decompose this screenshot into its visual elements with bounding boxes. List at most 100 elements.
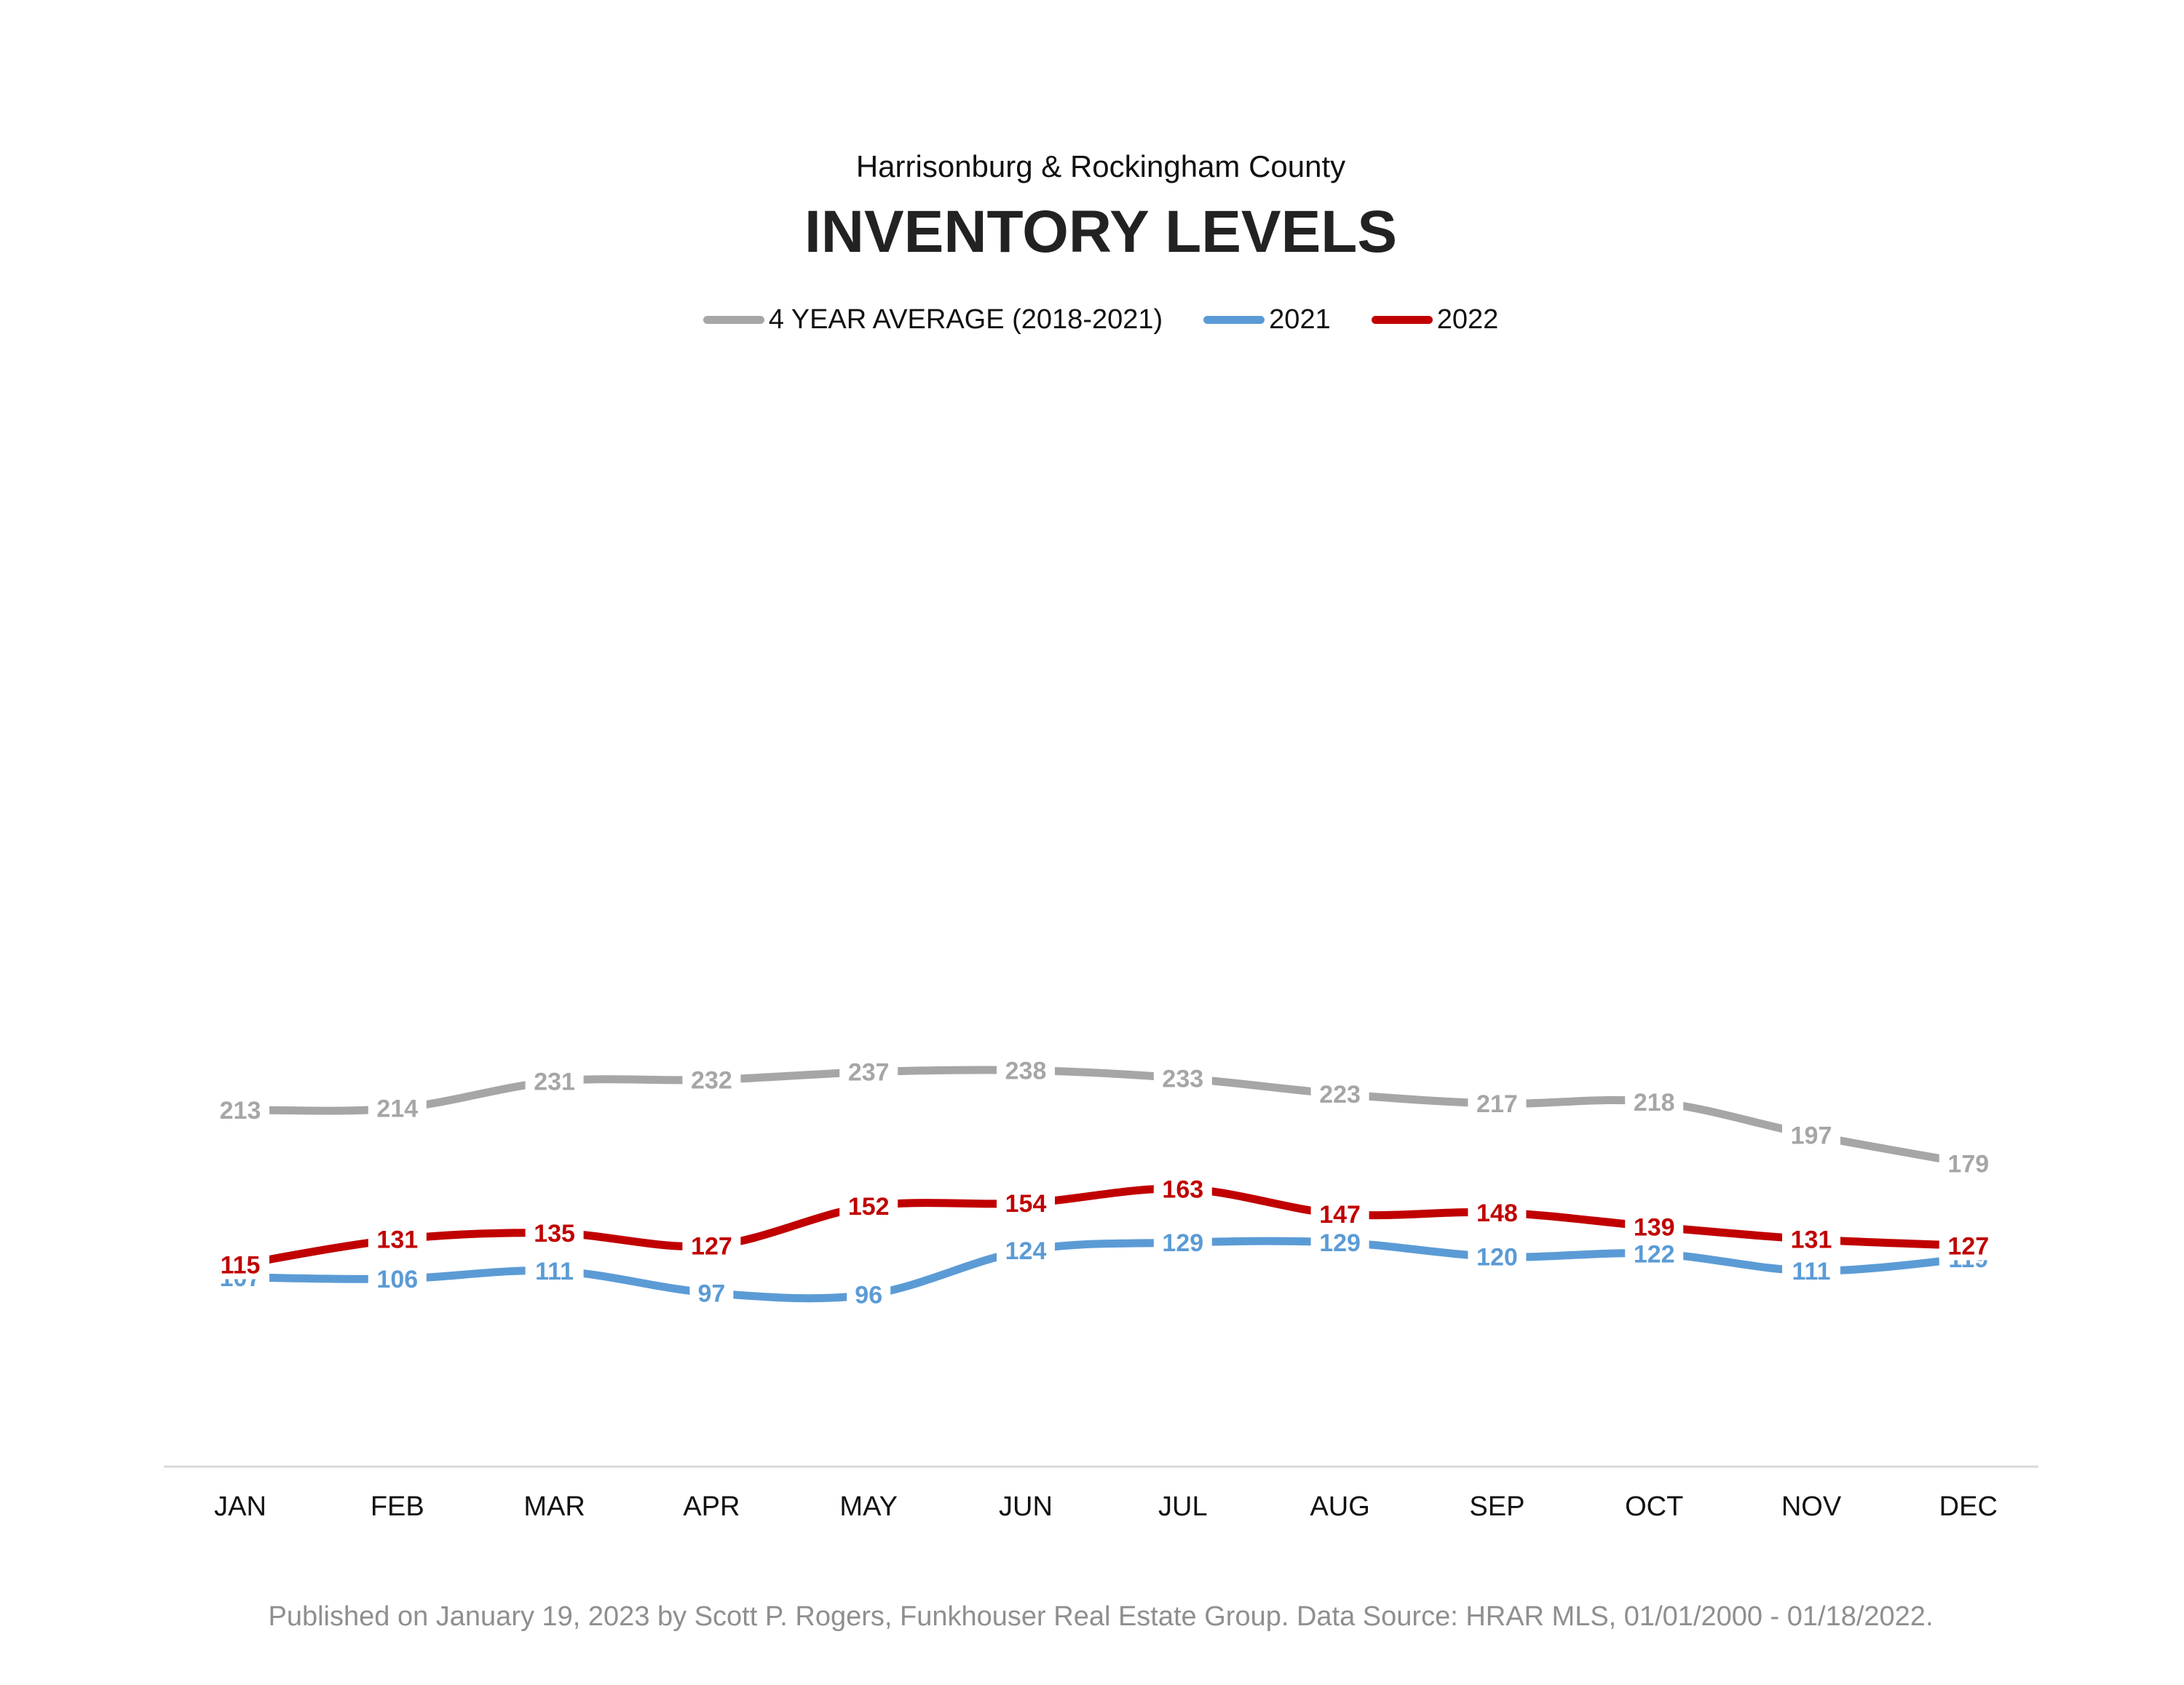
data-label: 238 (1005, 1058, 1047, 1085)
data-label: 154 (1005, 1190, 1047, 1218)
x-tick-label: SEP (1469, 1491, 1524, 1522)
data-label-bg (1153, 1228, 1212, 1258)
data-label: 96 (855, 1282, 882, 1309)
data-label: 233 (1162, 1065, 1203, 1093)
x-tick-label: NOV (1781, 1491, 1842, 1522)
data-label: 111 (535, 1258, 574, 1285)
data-label: 152 (848, 1193, 890, 1221)
data-label-bg (525, 1256, 584, 1286)
data-label-bg (689, 1278, 734, 1308)
data-label: 124 (1005, 1237, 1047, 1265)
data-label: 213 (220, 1097, 261, 1125)
data-label-bg (682, 1065, 741, 1095)
legend-item-4yr-average: 4 YEAR AVERAGE (2018-2021) (703, 304, 1163, 336)
data-label-bg (1310, 1200, 1369, 1229)
legend-item-2022: 2022 (1371, 304, 1499, 336)
legend-item-2021: 2021 (1203, 304, 1331, 336)
series-2021 (236, 1237, 1973, 1303)
x-tick-label: AUG (1310, 1491, 1369, 1522)
data-label-bg (1310, 1079, 1369, 1109)
data-label-bg (997, 1235, 1055, 1265)
data-label-bg (1939, 1149, 1998, 1178)
data-label: 148 (1476, 1200, 1518, 1227)
data-label: 129 (1162, 1229, 1203, 1257)
x-tick-label: FEB (371, 1491, 424, 1522)
x-tick-label: OCT (1625, 1491, 1683, 1522)
series-line (236, 1184, 1973, 1269)
data-label-bg (997, 1188, 1055, 1218)
data-label-bg (1468, 1089, 1527, 1119)
data-label: 232 (691, 1067, 732, 1095)
data-label-bg (997, 1055, 1055, 1085)
data-label: 106 (376, 1266, 418, 1293)
data-label-bg (1625, 1087, 1684, 1117)
data-label: 231 (534, 1069, 575, 1096)
data-label-bg (368, 1093, 427, 1123)
data-label: 147 (1319, 1201, 1361, 1229)
data-label-bg (1625, 1212, 1684, 1242)
data-label: 179 (1947, 1151, 1989, 1178)
data-label-bg (1939, 1231, 1998, 1261)
footer-note: Published on January 19, 2023 by Scott P… (268, 1601, 1934, 1632)
x-tick-label: DEC (1939, 1491, 1998, 1522)
data-label: 223 (1319, 1081, 1361, 1109)
series-2022 (236, 1184, 1973, 1269)
legend-swatch-2021 (1203, 316, 1265, 324)
chart-title: INVENTORY LEVELS (804, 199, 1398, 265)
x-tick-label: APR (683, 1491, 740, 1522)
data-label-bg (1468, 1242, 1527, 1272)
data-label: 127 (1947, 1232, 1989, 1260)
series-line (236, 1237, 1973, 1303)
data-label-bg (368, 1264, 427, 1293)
data-label-bg (525, 1066, 584, 1096)
data-label: 135 (534, 1220, 575, 1248)
data-label-bg (1153, 1174, 1212, 1204)
data-label-bg (1782, 1256, 1840, 1286)
data-label-bg (682, 1231, 741, 1261)
data-label: 218 (1634, 1089, 1675, 1117)
legend-label-2022: 2022 (1436, 304, 1499, 335)
data-label: 139 (1634, 1213, 1675, 1241)
legend-swatch-2022 (1371, 316, 1433, 324)
data-label-bg (1468, 1197, 1527, 1227)
data-label: 163 (1162, 1175, 1203, 1203)
data-label-bg (211, 1250, 269, 1280)
data-label-bg (1782, 1224, 1840, 1254)
legend-label-4yr-average: 4 YEAR AVERAGE (2018-2021) (768, 304, 1163, 335)
data-label: 214 (376, 1095, 418, 1123)
data-label: 120 (1476, 1244, 1518, 1272)
data-label: 97 (697, 1280, 725, 1308)
data-label-bg (368, 1224, 427, 1254)
data-label: 131 (376, 1226, 418, 1254)
series-4yr-average (236, 1066, 1973, 1168)
x-tick-label: MAY (839, 1491, 898, 1522)
data-label-bg (211, 1095, 269, 1125)
legend-swatch-4yr-average (703, 316, 764, 324)
data-label-bg (1310, 1228, 1369, 1258)
data-label-bg (839, 1192, 898, 1221)
data-label: 129 (1319, 1229, 1361, 1257)
data-label-bg (525, 1218, 584, 1248)
x-tick-label: JUN (999, 1491, 1053, 1522)
data-label-bg (1782, 1120, 1840, 1150)
data-label-bg (1153, 1063, 1212, 1093)
legend: 4 YEAR AVERAGE (2018-2021) 2021 2022 (0, 304, 2184, 336)
data-label: 131 (1791, 1226, 1832, 1254)
data-label: 197 (1791, 1122, 1832, 1150)
x-tick-label: MAR (523, 1491, 585, 1522)
data-label: 127 (691, 1232, 732, 1260)
data-label: 217 (1476, 1090, 1518, 1118)
chart-subtitle: Harrisonburg & Rockingham County (855, 149, 1346, 183)
x-tick-label: JUL (1158, 1491, 1208, 1522)
data-label-bg (839, 1057, 898, 1087)
data-label: 122 (1634, 1240, 1675, 1268)
legend-label-2021: 2021 (1269, 304, 1331, 335)
data-label: 237 (848, 1059, 890, 1087)
data-label: 111 (1792, 1258, 1831, 1285)
data-label: 115 (221, 1251, 261, 1279)
data-label-bg (847, 1280, 891, 1309)
series-line (236, 1066, 1973, 1168)
data-label-bg (1625, 1239, 1684, 1269)
